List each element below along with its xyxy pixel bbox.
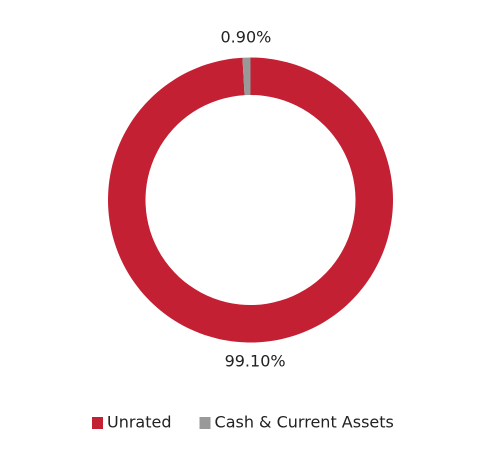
value-label: 99.10% bbox=[225, 351, 286, 370]
legend-swatch bbox=[199, 417, 211, 429]
legend-swatch bbox=[92, 417, 103, 429]
donut-slice bbox=[107, 57, 393, 343]
donut-slice bbox=[242, 57, 251, 96]
value-label: 0.90% bbox=[221, 28, 272, 47]
legend-label: Cash & Current Assets bbox=[215, 413, 394, 432]
legend-label: Unrated bbox=[107, 413, 172, 432]
